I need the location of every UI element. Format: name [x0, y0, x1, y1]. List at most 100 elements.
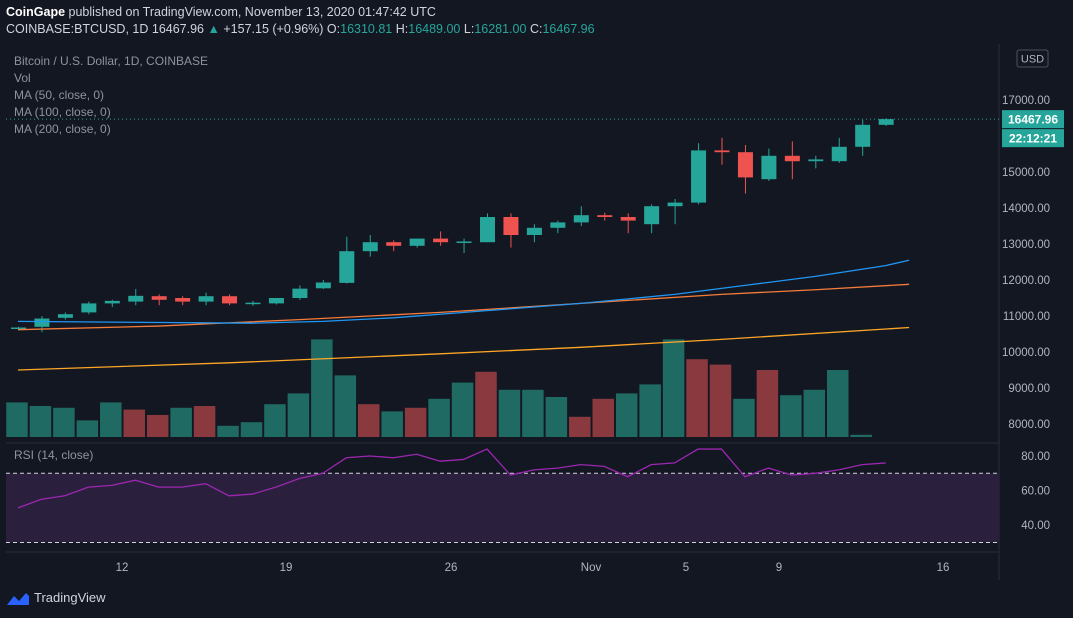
publisher-name: CoinGape	[6, 5, 66, 19]
volume-bar	[217, 425, 239, 437]
volume-bar	[76, 420, 99, 437]
candle-body	[292, 288, 308, 298]
low-label: L:	[463, 22, 475, 36]
published-text: published on TradingView.com, November 1…	[68, 5, 436, 19]
candle-body	[198, 296, 214, 302]
high-value: 16489.00	[408, 22, 461, 36]
rsi-label: RSI (14, close)	[14, 448, 94, 462]
candle-body	[433, 238, 449, 243]
volume-bar	[123, 409, 145, 437]
time-tick-label: 5	[683, 562, 689, 574]
volume-bar	[475, 371, 497, 437]
tradingview-footer[interactable]: TradingView	[6, 590, 106, 607]
countdown-tag: 22:12:21	[1009, 132, 1057, 146]
tradingview-logo-icon	[7, 592, 29, 605]
candle-body	[597, 215, 613, 217]
volume-bar	[569, 416, 591, 437]
volume-bar	[733, 398, 755, 437]
price-tick-label: 13000.00	[1002, 239, 1050, 251]
price-tick-label: 11000.00	[1003, 311, 1050, 323]
ohlc-line: COINBASE:BTCUSD, 1D 16467.96 ▲ +157.15 (…	[6, 22, 595, 36]
currency-badge: USD	[1021, 54, 1044, 66]
currency-badge-box	[1016, 49, 1049, 68]
volume-bar	[803, 389, 826, 437]
candle-body	[761, 155, 777, 180]
candle-body	[175, 298, 191, 302]
volume-bar	[662, 339, 685, 437]
volume-bar	[6, 402, 28, 437]
volume-bar	[522, 389, 544, 437]
price-tick-label: 10000.00	[1002, 347, 1050, 359]
volume-bar	[240, 422, 263, 437]
candle-body	[245, 302, 261, 305]
candle-body	[11, 327, 26, 330]
volume-bar	[545, 397, 568, 437]
rsi-tick-label: 40.00	[1021, 520, 1050, 532]
legend-ma100: MA (100, close, 0)	[14, 105, 111, 119]
publish-line: CoinGape published on TradingView.com, N…	[6, 5, 436, 19]
candle-body	[480, 217, 495, 243]
volume-bar	[146, 415, 169, 437]
candle-body	[620, 217, 636, 221]
price-tag-box	[1002, 110, 1064, 129]
volume-bar	[592, 398, 614, 437]
rsi-tick-label: 60.00	[1021, 486, 1050, 498]
low-value: 16281.00	[474, 22, 527, 36]
candle-body	[315, 282, 331, 289]
rsi-band	[6, 473, 999, 543]
candle-body	[737, 152, 753, 178]
volume-bar	[193, 406, 216, 437]
candle-body	[386, 242, 402, 246]
candle-body	[151, 296, 167, 300]
volume-bar	[404, 407, 427, 437]
time-tick-label: Nov	[581, 562, 602, 574]
price-change: +157.15 (+0.96%)	[223, 22, 324, 36]
volume-bar	[264, 404, 286, 437]
high-label: H:	[395, 22, 409, 36]
volume-bar	[827, 370, 849, 437]
price-tag: 16467.96	[1008, 113, 1058, 127]
candle-body	[714, 150, 730, 153]
candle-body	[34, 318, 50, 327]
price-tick-label: 8000.00	[1008, 419, 1050, 431]
rsi-tick-label: 80.00	[1021, 451, 1050, 463]
time-tick-label: 9	[776, 562, 782, 574]
candle-body	[81, 303, 97, 313]
open-label: O:	[326, 22, 341, 36]
candle-body	[691, 150, 707, 203]
volume-bar	[53, 407, 75, 437]
candle-body	[550, 222, 566, 228]
footer-brand: TradingView	[34, 590, 106, 605]
ma100-line	[17, 283, 910, 331]
price-tick-label: 17000.00	[1002, 95, 1050, 107]
up-arrow-icon: ▲	[207, 22, 220, 36]
open-value: 16310.81	[340, 22, 393, 36]
volume-bar	[639, 384, 661, 437]
volume-bar	[686, 359, 708, 437]
volume-bar	[311, 339, 333, 437]
symbol: COINBASE:BTCUSD, 1D	[6, 22, 149, 36]
candle-body	[878, 119, 894, 125]
volume-bar	[756, 370, 779, 437]
volume-bar	[29, 406, 52, 437]
countdown-tag-box	[1002, 129, 1064, 148]
ma200-line	[17, 326, 910, 371]
ma50-line	[17, 259, 910, 324]
volume-bar	[170, 407, 192, 437]
volume-bar	[451, 382, 474, 437]
price-tick-label: 14000.00	[1002, 203, 1050, 215]
volume-bar	[850, 434, 872, 437]
candle-body	[57, 314, 73, 318]
candle-body	[503, 217, 519, 235]
legend-vol: Vol	[14, 71, 31, 85]
candle-body	[362, 242, 378, 252]
candle-body	[128, 295, 144, 302]
legend-title: Bitcoin / U.S. Dollar, 1D, COINBASE	[14, 54, 209, 68]
candle-body	[644, 206, 660, 225]
volume-bar	[287, 393, 310, 437]
volume-bar	[334, 375, 357, 437]
candle-body	[104, 300, 120, 304]
legend-ma200: MA (200, close, 0)	[14, 122, 111, 136]
candle-body	[526, 227, 542, 235]
